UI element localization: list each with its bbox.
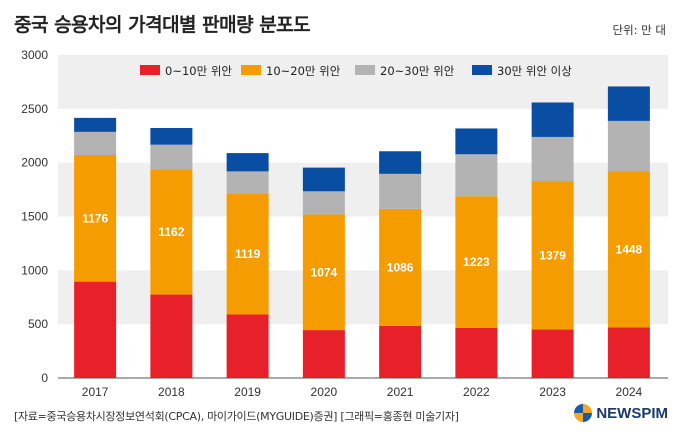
legend-swatch bbox=[140, 65, 160, 75]
x-tick-label: 2018 bbox=[158, 385, 185, 399]
y-tick-label: 1500 bbox=[21, 210, 48, 224]
bar-segment bbox=[607, 86, 650, 121]
bar-segment bbox=[150, 294, 193, 378]
grid-band bbox=[58, 55, 668, 109]
grid-band bbox=[58, 270, 668, 325]
source-note: [자료=중국승용차시장정보연석회(CPCA), 마이가이드(MYGUIDE)증권… bbox=[14, 410, 459, 423]
y-tick-label: 2000 bbox=[21, 156, 48, 170]
y-tick-label: 0 bbox=[41, 371, 48, 385]
bar-segment bbox=[455, 327, 498, 378]
bar-segment bbox=[607, 327, 650, 378]
data-label: 1086 bbox=[387, 260, 414, 274]
x-tick-label: 2017 bbox=[82, 385, 109, 399]
data-label: 1162 bbox=[158, 225, 184, 239]
bar-segment bbox=[531, 181, 574, 330]
bar-segment bbox=[150, 127, 193, 145]
bar-segment bbox=[226, 153, 269, 172]
bar-segment bbox=[607, 120, 650, 172]
legend-label: 0~10만 위안 bbox=[165, 64, 232, 78]
unit-label: 단위: 만 대 bbox=[612, 23, 666, 37]
legend-swatch bbox=[355, 65, 375, 75]
bar-segment bbox=[302, 214, 345, 331]
bar-segment bbox=[302, 330, 345, 378]
bar-segment bbox=[531, 329, 574, 378]
bar-segment bbox=[379, 151, 422, 174]
x-tick-label: 2024 bbox=[616, 385, 643, 399]
bar-segment bbox=[226, 171, 269, 194]
x-tick-label: 2023 bbox=[539, 385, 566, 399]
bar-segment bbox=[74, 281, 117, 378]
bar-segment bbox=[74, 131, 117, 156]
bar-segment bbox=[531, 136, 574, 182]
y-tick-label: 1000 bbox=[21, 263, 48, 277]
data-label: 1074 bbox=[311, 265, 338, 279]
data-label: 1223 bbox=[463, 255, 490, 269]
legend-label: 20~30만 위안 bbox=[380, 64, 455, 78]
bar-segment bbox=[379, 173, 422, 209]
bar-segment bbox=[150, 169, 193, 295]
bar-segment bbox=[74, 117, 117, 132]
bar-segment bbox=[302, 191, 345, 215]
newspim-logo: NEWSPIM bbox=[574, 404, 668, 422]
data-label: 1176 bbox=[82, 211, 108, 225]
bar-segment bbox=[455, 196, 498, 328]
bar-segment bbox=[455, 154, 498, 197]
data-label: 1379 bbox=[539, 248, 566, 262]
legend-label: 30만 위안 이상 bbox=[497, 64, 572, 78]
x-tick-label: 2020 bbox=[311, 385, 338, 399]
x-tick-label: 2022 bbox=[463, 385, 490, 399]
y-tick-label: 3000 bbox=[21, 48, 48, 62]
grid-band bbox=[58, 162, 668, 217]
bar-segment bbox=[607, 171, 650, 328]
bar-segment bbox=[226, 314, 269, 378]
bar-segment bbox=[379, 325, 422, 378]
x-tick-label: 2019 bbox=[234, 385, 261, 399]
bar-segment bbox=[226, 193, 269, 315]
x-tick-label: 2021 bbox=[387, 385, 414, 399]
y-tick-label: 500 bbox=[28, 317, 48, 331]
bar-segment bbox=[74, 155, 117, 282]
brand-name: NEWSPIM bbox=[596, 404, 668, 422]
bar-segment bbox=[379, 208, 422, 326]
legend-swatch bbox=[241, 65, 261, 75]
bar-segment bbox=[150, 144, 193, 170]
data-label: 1119 bbox=[235, 247, 261, 261]
chart-title: 중국 승용차의 가격대별 판매량 분포도 bbox=[14, 14, 311, 36]
legend-swatch bbox=[472, 65, 492, 75]
bar-segment bbox=[455, 128, 498, 155]
newspim-logo-icon bbox=[574, 404, 593, 422]
data-label: 1448 bbox=[616, 242, 643, 256]
bar-segment bbox=[531, 102, 574, 137]
legend-label: 10~20만 위안 bbox=[266, 64, 341, 78]
y-tick-label: 2500 bbox=[21, 102, 48, 116]
bar-segment bbox=[302, 167, 345, 192]
